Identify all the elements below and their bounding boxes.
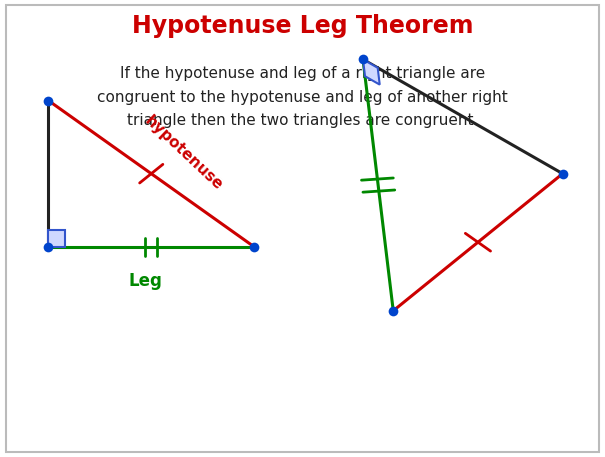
Text: Hypotenuse Leg Theorem: Hypotenuse Leg Theorem: [132, 14, 473, 38]
Text: hypotenuse: hypotenuse: [142, 113, 226, 193]
Polygon shape: [363, 59, 380, 85]
Text: If the hypotenuse and leg of a right triangle are
congruent to the hypotenuse an: If the hypotenuse and leg of a right tri…: [97, 66, 508, 128]
Polygon shape: [48, 230, 65, 247]
Text: Leg: Leg: [128, 272, 162, 290]
